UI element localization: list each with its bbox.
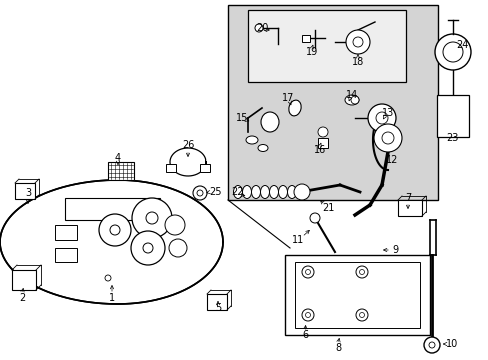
FancyBboxPatch shape xyxy=(397,200,421,216)
Circle shape xyxy=(254,24,263,32)
Text: 11: 11 xyxy=(291,235,304,245)
Circle shape xyxy=(442,42,462,62)
Circle shape xyxy=(352,37,362,47)
Circle shape xyxy=(105,275,111,281)
Text: 7: 7 xyxy=(404,193,410,203)
Text: 4: 4 xyxy=(115,153,121,163)
Bar xyxy=(165,164,176,172)
Ellipse shape xyxy=(261,112,279,132)
Text: 22: 22 xyxy=(231,187,244,197)
Circle shape xyxy=(375,112,387,124)
Circle shape xyxy=(305,270,310,274)
Circle shape xyxy=(146,212,158,224)
Text: 15: 15 xyxy=(235,113,248,123)
Text: 1: 1 xyxy=(109,293,115,303)
Polygon shape xyxy=(0,180,223,304)
Ellipse shape xyxy=(233,185,242,198)
Circle shape xyxy=(373,124,401,152)
Text: 18: 18 xyxy=(351,57,364,67)
Ellipse shape xyxy=(288,100,301,116)
Text: 16: 16 xyxy=(313,145,325,155)
Circle shape xyxy=(367,104,395,132)
Circle shape xyxy=(423,337,439,353)
Bar xyxy=(247,10,405,82)
Text: 13: 13 xyxy=(381,108,393,118)
Text: 25: 25 xyxy=(208,187,221,197)
Circle shape xyxy=(309,213,319,223)
Circle shape xyxy=(169,239,186,257)
Ellipse shape xyxy=(278,185,287,198)
Circle shape xyxy=(381,132,393,144)
Text: 20: 20 xyxy=(255,23,267,33)
Text: 5: 5 xyxy=(214,303,221,313)
Circle shape xyxy=(346,30,369,54)
Circle shape xyxy=(355,309,367,321)
Text: 3: 3 xyxy=(25,188,31,198)
Circle shape xyxy=(164,215,184,235)
Circle shape xyxy=(131,231,164,265)
Text: 21: 21 xyxy=(321,203,333,213)
Bar xyxy=(108,162,134,180)
Circle shape xyxy=(350,96,358,104)
Ellipse shape xyxy=(258,144,267,152)
Ellipse shape xyxy=(242,185,251,198)
Bar xyxy=(200,164,209,172)
Circle shape xyxy=(428,342,434,348)
Text: 23: 23 xyxy=(445,133,457,143)
Bar xyxy=(285,255,429,335)
Text: 8: 8 xyxy=(334,343,340,353)
FancyBboxPatch shape xyxy=(206,294,226,310)
Circle shape xyxy=(305,312,310,318)
Text: 10: 10 xyxy=(445,339,457,349)
Text: 6: 6 xyxy=(301,330,307,340)
Text: 14: 14 xyxy=(345,90,357,100)
Circle shape xyxy=(359,270,364,274)
Text: 24: 24 xyxy=(455,40,467,50)
FancyBboxPatch shape xyxy=(12,270,36,290)
Circle shape xyxy=(142,243,153,253)
Text: 19: 19 xyxy=(305,47,318,57)
Circle shape xyxy=(355,266,367,278)
Bar xyxy=(302,35,309,42)
Circle shape xyxy=(99,214,131,246)
Bar xyxy=(436,95,468,137)
Ellipse shape xyxy=(245,136,258,144)
Bar xyxy=(317,138,327,148)
Circle shape xyxy=(302,266,313,278)
Circle shape xyxy=(293,184,309,200)
Circle shape xyxy=(317,127,327,137)
Circle shape xyxy=(110,225,120,235)
Ellipse shape xyxy=(260,185,269,198)
Ellipse shape xyxy=(269,185,278,198)
Ellipse shape xyxy=(287,185,296,198)
Circle shape xyxy=(302,309,313,321)
Bar xyxy=(65,198,160,220)
Bar xyxy=(294,262,419,328)
Circle shape xyxy=(132,198,172,238)
Text: 17: 17 xyxy=(281,93,294,103)
Circle shape xyxy=(197,190,203,196)
Ellipse shape xyxy=(251,185,260,198)
Text: 26: 26 xyxy=(182,140,194,150)
Text: 9: 9 xyxy=(391,245,397,255)
Circle shape xyxy=(193,186,206,200)
Text: 2: 2 xyxy=(19,293,25,303)
Bar xyxy=(55,225,77,240)
Circle shape xyxy=(359,312,364,318)
Bar xyxy=(227,5,437,200)
Bar xyxy=(55,248,77,262)
Text: 12: 12 xyxy=(385,155,397,165)
FancyBboxPatch shape xyxy=(15,183,35,199)
Circle shape xyxy=(434,34,470,70)
Ellipse shape xyxy=(345,95,358,105)
